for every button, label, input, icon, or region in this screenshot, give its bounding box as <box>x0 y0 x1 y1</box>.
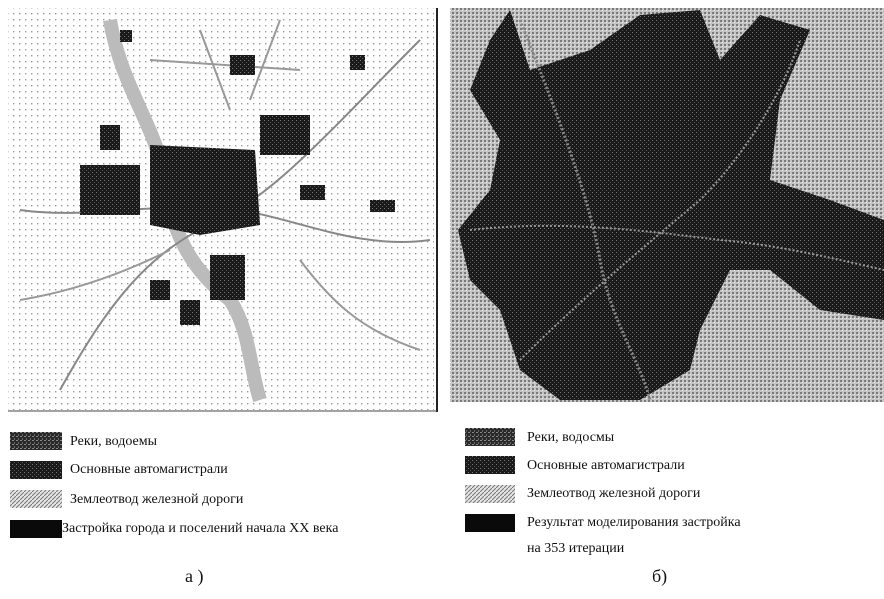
caption: а ) <box>185 566 203 587</box>
legend-label: Реки, водоемы <box>70 434 158 449</box>
map-right <box>450 8 884 402</box>
legend-left: Реки, водоемы Основные автомагистрали Зе… <box>10 432 339 587</box>
legend-label: Застройка города и поселений начала XX в… <box>62 521 339 536</box>
legend-label: Землеотвод железной дороги <box>70 492 244 507</box>
figure: Реки, водоемы Основные автомагистрали Зе… <box>0 0 884 599</box>
legend-label: Землеотвод железной дороги <box>527 486 701 501</box>
legend-right: Реки, водосмы Основные автомагистрали Зе… <box>465 428 741 587</box>
legend-label: Реки, водосмы <box>527 430 615 445</box>
map-left <box>8 8 434 410</box>
legend-note: на 353 итерации <box>527 541 625 556</box>
legend-label: Основные автомагистрали <box>70 462 228 477</box>
caption: б) <box>652 566 667 587</box>
legend-label: Основные автомагистрали <box>527 458 685 473</box>
legend-label: Результат моделирования застройка <box>527 515 741 530</box>
